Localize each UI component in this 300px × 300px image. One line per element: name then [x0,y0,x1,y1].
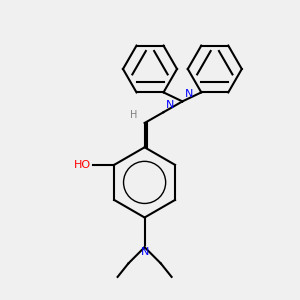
Text: HO: HO [74,160,91,170]
Text: N: N [140,247,149,257]
Text: N: N [185,89,194,99]
Text: N: N [166,100,175,110]
Text: H: H [130,110,137,120]
